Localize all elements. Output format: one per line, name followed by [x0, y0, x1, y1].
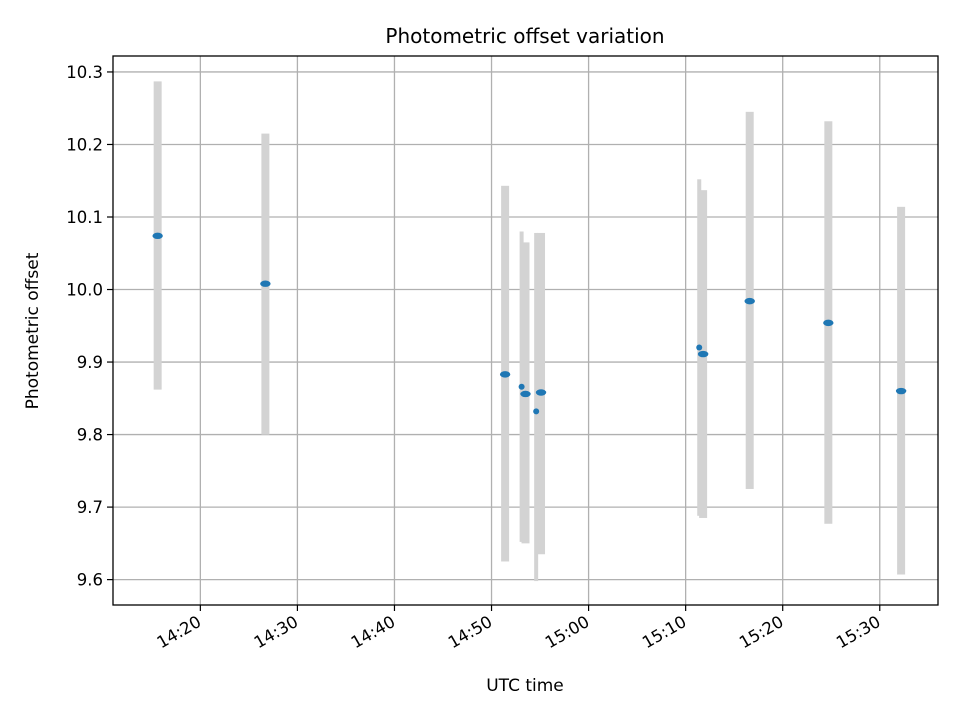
data-point: [823, 319, 834, 327]
data-point: [895, 387, 907, 395]
data-point: [520, 390, 531, 398]
y-tick-label: 9.8: [77, 426, 103, 445]
y-tick-label: 9.9: [77, 353, 103, 372]
y-axis: 9.6 9.7 9.8 9.9 10.0 10.1 10.2 10.3: [66, 63, 113, 590]
data-point: [518, 383, 525, 390]
data-point: [152, 232, 163, 240]
y-tick-label: 10.1: [66, 208, 103, 227]
data-points: [152, 232, 907, 415]
chart-title: Photometric offset variation: [385, 24, 664, 48]
y-tick-label: 10.2: [66, 135, 103, 154]
data-point: [533, 408, 540, 415]
data-point: [499, 371, 511, 378]
plot-frame: [112, 55, 939, 606]
y-tick-label: 9.7: [77, 498, 103, 517]
y-tick-label: 9.6: [77, 571, 103, 590]
y-axis-label: Photometric offset: [23, 252, 43, 409]
y-tick-label: 10.3: [66, 63, 103, 82]
data-point: [535, 389, 547, 396]
data-point: [697, 350, 709, 358]
y-tick-label: 10.0: [66, 281, 103, 300]
data-point: [696, 344, 703, 351]
data-point: [260, 280, 271, 287]
x-axis-label: UTC time: [486, 676, 564, 696]
error-bar: [534, 232, 539, 582]
data-point: [744, 297, 755, 305]
